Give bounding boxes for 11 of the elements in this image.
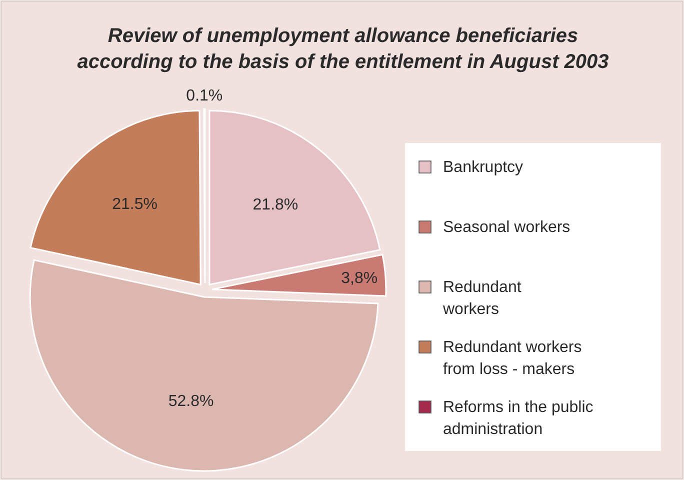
data-label: 3,8% [341, 270, 378, 287]
data-label: 0.1% [186, 88, 223, 105]
legend-label: Redundant workers [442, 279, 522, 318]
data-label: 52.8% [168, 393, 214, 410]
data-label: 21.8% [252, 196, 298, 214]
legend-label: Bankruptcy [443, 159, 524, 176]
legend-label: Redundant workers from loss - makers [443, 339, 582, 378]
legend-label: Seasonal workers [443, 219, 570, 236]
chart-title: Review of unemployment allowance beneficiaries according to the basis of the entitlement in August 2003 [77, 25, 609, 73]
legend-label: Reforms in the public administration [443, 399, 594, 438]
data-label: 21.5% [112, 196, 158, 214]
